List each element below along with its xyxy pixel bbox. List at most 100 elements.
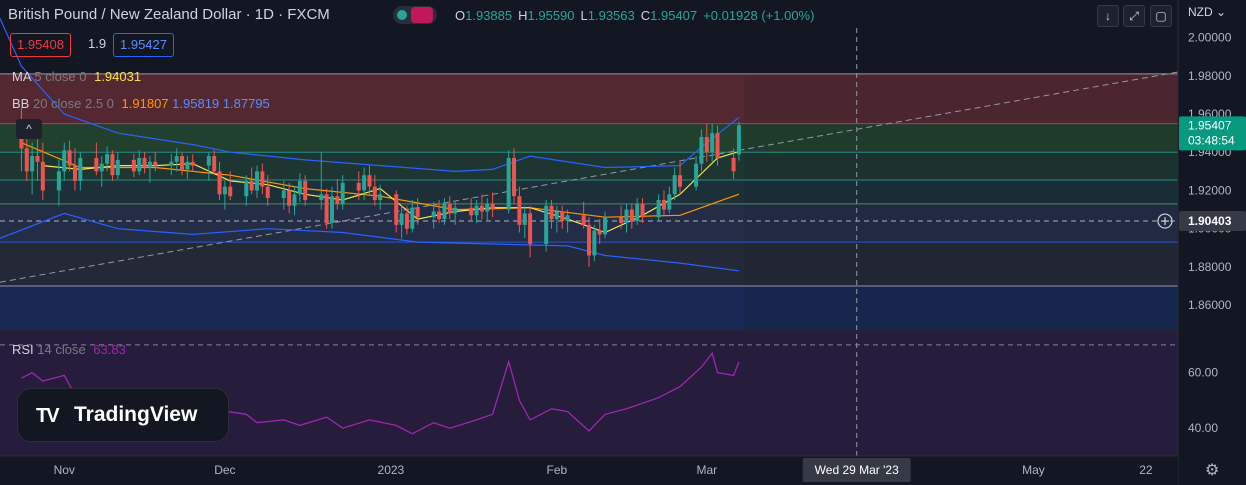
candle-body bbox=[372, 186, 377, 201]
price-zone bbox=[0, 152, 1178, 180]
ma-legend[interactable]: MA 5 close 0 1.94031 bbox=[12, 69, 141, 84]
candle-body bbox=[67, 150, 72, 166]
candle-body bbox=[131, 159, 136, 172]
candle-body bbox=[517, 196, 522, 225]
candle-body bbox=[597, 230, 602, 235]
candle-body bbox=[710, 133, 715, 153]
fullscreen-icon[interactable]: ⤢ bbox=[1123, 5, 1145, 27]
candle-body bbox=[656, 200, 661, 218]
candle-body bbox=[442, 203, 447, 220]
candle-body bbox=[206, 156, 211, 166]
bb-upper-line bbox=[0, 18, 740, 173]
tradingview-logo[interactable]: TV TradingView bbox=[17, 388, 229, 442]
candle-body bbox=[474, 205, 479, 216]
ohlc-item: H1.95590 bbox=[518, 8, 574, 23]
rsi-legend[interactable]: RSI 14 close 63.83 bbox=[12, 342, 126, 357]
candle-body bbox=[522, 213, 527, 225]
candle-body bbox=[281, 190, 286, 199]
candle-body bbox=[335, 196, 340, 204]
price-tick-label: 1.86000 bbox=[1188, 298, 1232, 312]
candle-body bbox=[30, 156, 35, 172]
candle-body bbox=[437, 211, 442, 220]
crosshair-date-tag bbox=[802, 458, 911, 482]
candle-body bbox=[169, 161, 174, 166]
ohlc-value: 1.93885 bbox=[465, 8, 513, 23]
candle-body bbox=[592, 230, 597, 256]
market-status-toggle[interactable] bbox=[393, 6, 437, 24]
candle-body bbox=[485, 203, 490, 212]
candle-body bbox=[228, 186, 233, 197]
candle-body bbox=[715, 133, 720, 158]
ohlc-readout: O1.93885 H1.95590 L1.93563 C1.95407 +0.01928… bbox=[455, 8, 820, 23]
maximize-icon[interactable]: ▢ bbox=[1150, 5, 1172, 27]
candle-body bbox=[619, 217, 624, 223]
candle-body bbox=[287, 190, 292, 206]
candle-body bbox=[678, 175, 683, 187]
candle-body bbox=[560, 211, 565, 222]
candle-body bbox=[147, 161, 152, 168]
ohlc-item: +0.01928 (+1.00%) bbox=[703, 8, 814, 23]
candle-body bbox=[72, 165, 77, 181]
rsi-tick-label: 40.00 bbox=[1188, 421, 1218, 435]
candle-body bbox=[479, 205, 484, 212]
ohlc-item: C1.95407 bbox=[641, 8, 697, 23]
sell-button[interactable]: 1.95408 bbox=[10, 33, 71, 57]
price-zone bbox=[0, 286, 1178, 330]
candle-body bbox=[624, 209, 629, 223]
candle-body bbox=[581, 215, 586, 225]
candle-body bbox=[629, 209, 634, 222]
candle-body bbox=[565, 215, 570, 222]
candle-body bbox=[260, 171, 265, 187]
add-alert-icon[interactable] bbox=[1157, 213, 1173, 229]
gear-icon[interactable]: ⚙ bbox=[1205, 462, 1220, 479]
candle-body bbox=[115, 159, 120, 176]
ohlc-item: L1.93563 bbox=[581, 8, 635, 23]
candle-body bbox=[399, 213, 404, 225]
bb-legend[interactable]: BB 20 close 2.5 0 1.91807 1.95819 1.8779… bbox=[12, 96, 270, 111]
spread-value: 1.9 bbox=[88, 36, 107, 51]
candle-body bbox=[142, 157, 147, 168]
candle-body bbox=[512, 157, 517, 197]
ohlc-key: H bbox=[518, 8, 528, 23]
candle-body bbox=[404, 213, 409, 229]
candle-body bbox=[99, 163, 104, 172]
candle-body bbox=[19, 133, 24, 149]
ohlc-value: 1.95590 bbox=[527, 8, 575, 23]
candle-body bbox=[110, 154, 115, 176]
candle-body bbox=[212, 156, 217, 172]
time-tick-label: 22 bbox=[1139, 463, 1153, 477]
ma-params: 5 close 0 bbox=[34, 69, 87, 84]
candle-body bbox=[94, 157, 99, 172]
bb-lower-value: 1.87795 bbox=[222, 96, 270, 111]
collapse-legend-button[interactable]: ^ bbox=[16, 119, 42, 139]
currency-selector[interactable]: NZD ⌄ bbox=[1188, 5, 1227, 19]
candle-body bbox=[265, 186, 270, 199]
price-tick-label: 1.98000 bbox=[1188, 69, 1232, 83]
candle-body bbox=[549, 205, 554, 220]
arrow-down-icon[interactable]: ↓ bbox=[1097, 5, 1119, 27]
candle-body bbox=[661, 200, 666, 210]
candle-body bbox=[667, 194, 672, 210]
time-tick-label: Dec bbox=[214, 463, 235, 477]
candle-body bbox=[319, 194, 324, 201]
rsi-params: 14 close bbox=[37, 342, 86, 357]
candle-body bbox=[324, 194, 329, 223]
candle-body bbox=[255, 171, 260, 191]
ohlc-key: C bbox=[640, 8, 651, 23]
ohlc-key: O bbox=[455, 8, 466, 23]
candle-body bbox=[731, 157, 736, 172]
candle-body bbox=[528, 213, 533, 244]
time-tick-label: Mar bbox=[696, 463, 717, 477]
candle-body bbox=[153, 161, 158, 166]
candle-body bbox=[453, 207, 458, 214]
buy-button[interactable]: 1.95427 bbox=[113, 33, 174, 57]
candle-body bbox=[544, 205, 549, 244]
time-axis-background bbox=[0, 456, 1178, 485]
time-tick-label: Feb bbox=[547, 463, 568, 477]
candle-body bbox=[303, 180, 308, 201]
candle-body bbox=[490, 203, 495, 210]
candle-body bbox=[62, 150, 67, 172]
bb-name: BB bbox=[12, 96, 30, 111]
candle-body bbox=[506, 157, 511, 210]
